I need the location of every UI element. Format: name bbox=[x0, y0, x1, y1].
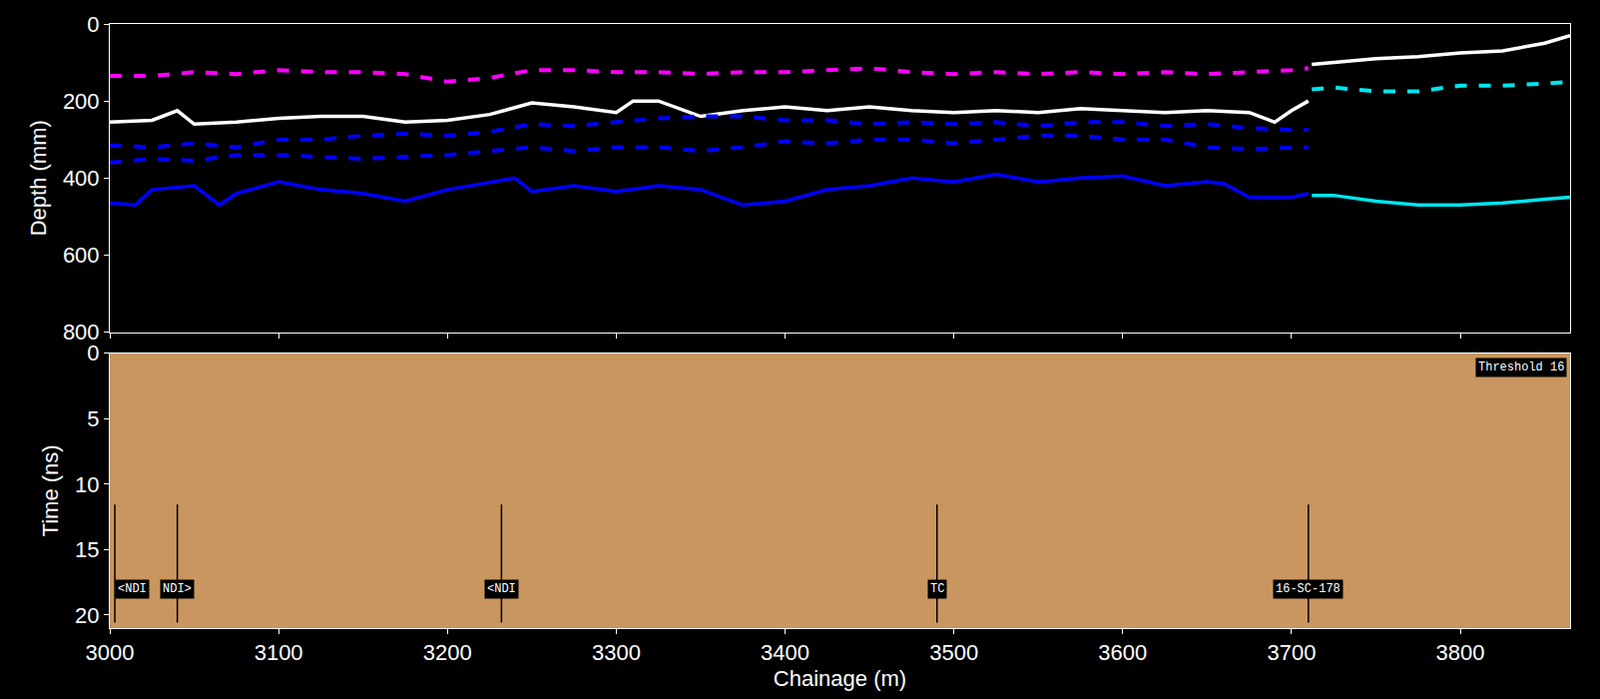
svg-text:3300: 3300 bbox=[591, 639, 641, 665]
svg-text:3800: 3800 bbox=[1436, 639, 1486, 665]
svg-text:3100: 3100 bbox=[254, 639, 304, 665]
svg-text:Threshold 16: Threshold 16 bbox=[1478, 360, 1565, 375]
svg-text:Chainage (m): Chainage (m) bbox=[773, 665, 907, 691]
svg-text:3600: 3600 bbox=[1097, 639, 1147, 665]
svg-text:20: 20 bbox=[74, 602, 99, 628]
svg-text:NDI>: NDI> bbox=[162, 581, 192, 596]
svg-text:3000: 3000 bbox=[85, 639, 135, 665]
svg-text:3400: 3400 bbox=[760, 639, 810, 665]
svg-text:3200: 3200 bbox=[423, 639, 473, 665]
svg-text:10: 10 bbox=[74, 472, 99, 498]
svg-text:0: 0 bbox=[86, 340, 99, 366]
svg-text:800: 800 bbox=[62, 319, 100, 345]
svg-text:Depth (mm): Depth (mm) bbox=[25, 119, 51, 236]
svg-text:3700: 3700 bbox=[1266, 639, 1316, 665]
svg-text:<NDI: <NDI bbox=[117, 581, 147, 596]
svg-text:TC: TC bbox=[930, 581, 945, 596]
svg-text:3500: 3500 bbox=[929, 639, 979, 665]
svg-text:15: 15 bbox=[74, 536, 99, 562]
svg-text:400: 400 bbox=[62, 165, 100, 191]
svg-text:600: 600 bbox=[62, 242, 100, 268]
svg-text:16-SC-178: 16-SC-178 bbox=[1275, 581, 1341, 596]
svg-text:200: 200 bbox=[62, 88, 100, 114]
svg-text:<NDI: <NDI bbox=[487, 581, 517, 596]
svg-text:Time (ns): Time (ns) bbox=[37, 444, 63, 536]
svg-text:0: 0 bbox=[86, 11, 99, 37]
svg-text:5: 5 bbox=[86, 406, 99, 432]
